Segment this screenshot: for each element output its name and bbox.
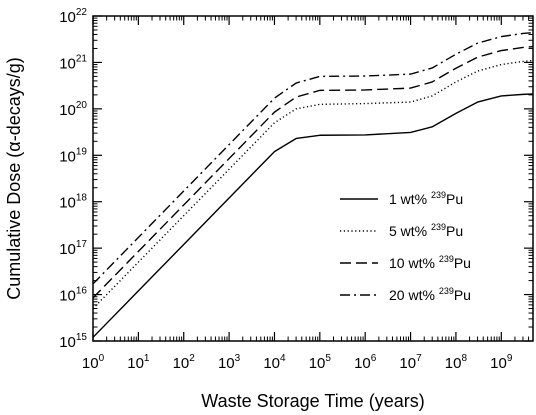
x-tick-label: 104 <box>263 353 286 372</box>
y-tick-label: 1019 <box>59 146 87 165</box>
x-tick-label: 108 <box>445 353 468 372</box>
series-lines <box>93 31 533 338</box>
x-tick-label: 109 <box>490 353 513 372</box>
y-tick-label: 1015 <box>59 332 87 351</box>
y-tick-label: 1018 <box>59 193 87 212</box>
series-line-1 <box>93 93 533 338</box>
y-tick-label: 1022 <box>59 7 87 26</box>
y-tick-label: 1016 <box>59 286 87 305</box>
series-line-3 <box>93 45 533 299</box>
legend-entry-4: 20 wt% 239Pu <box>389 286 471 303</box>
plot-frame <box>92 15 534 342</box>
x-tick-label: 103 <box>218 353 241 372</box>
x-tick-label: 101 <box>127 353 150 372</box>
legend-entry-2: 5 wt% 239Pu <box>389 222 463 239</box>
tick-labels: 100 101 102 103 104 105 106 107 108 109 1015 1016 10… <box>59 7 513 372</box>
series-line-4 <box>93 31 533 285</box>
x-tick-label: 105 <box>309 353 332 372</box>
series-line-2 <box>93 59 533 310</box>
x-tick-label: 106 <box>354 353 377 372</box>
y-tick-label: 1020 <box>59 100 87 119</box>
x-tick-label: 100 <box>82 353 105 372</box>
x-tick-label: 107 <box>399 353 422 372</box>
y-axis-label: Cumulative Dose (α-decays/g) <box>4 57 24 300</box>
legend-entry-3: 10 wt% 239Pu <box>389 254 471 271</box>
legend-entry-1: 1 wt% 239Pu <box>389 190 463 207</box>
legend: 1 wt% 239Pu 5 wt% 239Pu 10 wt% 239Pu 20 wt%… <box>340 190 471 303</box>
y-tick-label: 1021 <box>59 53 87 72</box>
y-tick-label: 1017 <box>59 239 87 258</box>
x-tick-label: 102 <box>173 353 196 372</box>
x-axis-label: Waste Storage Time (years) <box>201 391 424 411</box>
